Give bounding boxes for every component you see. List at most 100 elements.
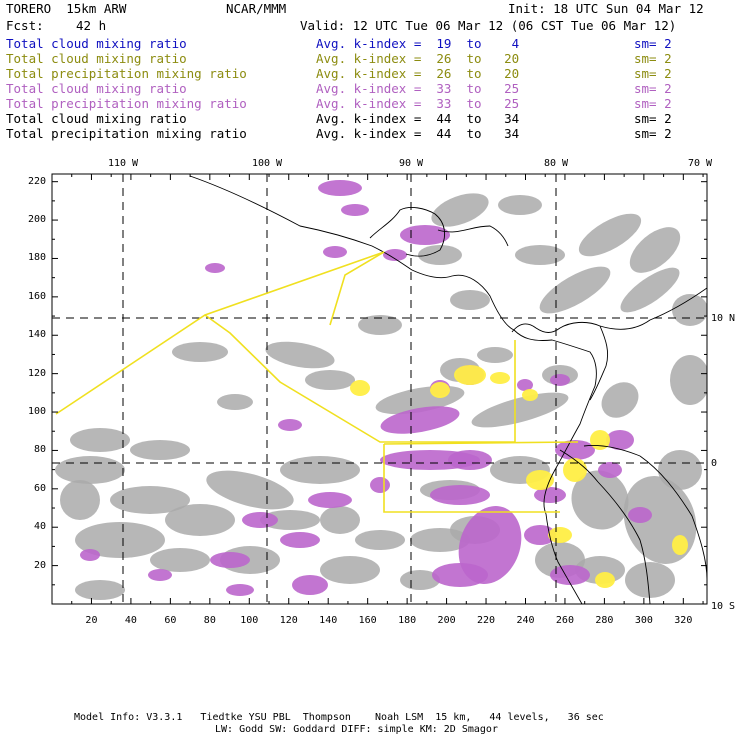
cloud-cell xyxy=(75,522,165,558)
model-info: Model Info: V3.3.1 Tiedtke YSU PBL Thomp… xyxy=(74,712,604,723)
cloud-cell xyxy=(55,456,125,484)
legend-row: Total precipitation mixing ratio Avg. k-i… xyxy=(6,96,736,111)
precip-cell xyxy=(148,569,172,581)
legend-field: Total cloud mixing ratio xyxy=(6,36,187,51)
lat-lon-grid xyxy=(52,174,707,604)
cloud-cell xyxy=(75,580,125,600)
cloud-cell xyxy=(471,392,569,428)
precip-cell xyxy=(517,379,533,391)
longitude-label: 110 W xyxy=(107,158,139,169)
precip-cell xyxy=(458,506,522,584)
longitude-label: 70 W xyxy=(687,158,713,169)
cloud-cell xyxy=(320,506,360,534)
x-tick-label: 120 xyxy=(279,615,298,626)
x-tick-label: 320 xyxy=(674,615,693,626)
legend-row: Total cloud mixing ratio Avg. k-index = 4… xyxy=(6,111,736,126)
legend-kindex: Avg. k-index = 33 to 25 xyxy=(316,81,520,96)
legend-sm: sm= 2 xyxy=(634,36,672,51)
legend-field: Total cloud mixing ratio xyxy=(6,51,187,66)
x-tick-label: 300 xyxy=(634,615,653,626)
cloud-cell xyxy=(477,347,513,363)
y-tick-label: 80 xyxy=(33,444,46,456)
cloud-cell xyxy=(515,245,565,265)
y-tick-label: 200 xyxy=(27,214,46,226)
coastline xyxy=(189,175,707,604)
precip-cell xyxy=(226,584,254,596)
cloud-cell xyxy=(431,193,489,227)
precip-cell xyxy=(400,225,450,245)
cloud-cell xyxy=(206,470,294,510)
cloud-cell xyxy=(629,227,681,273)
legend-sm: sm= 2 xyxy=(634,66,672,81)
precip-cell xyxy=(448,450,492,470)
yellow-cell xyxy=(672,535,688,555)
init-time: Init: 18 UTC Sun 04 Mar 12 xyxy=(508,1,704,16)
yellow-cell xyxy=(350,380,370,396)
cloud-cell xyxy=(150,548,210,572)
y-tick-label: 120 xyxy=(27,367,46,379)
cloud-cell xyxy=(320,556,380,584)
longitude-label: 90 W xyxy=(398,158,424,169)
map-frame xyxy=(51,173,708,605)
legend-sm: sm= 2 xyxy=(634,111,672,126)
precip-cell xyxy=(210,552,250,568)
x-tick-label: 160 xyxy=(358,615,377,626)
x-tick-label: 220 xyxy=(477,615,496,626)
legend-field: Total precipitation mixing ratio xyxy=(6,126,247,141)
legend-field: Total precipitation mixing ratio xyxy=(6,96,247,111)
legend-sm: sm= 2 xyxy=(634,126,672,141)
yellow-cell xyxy=(526,470,554,490)
cloud-cell xyxy=(539,266,611,314)
cloud-cell xyxy=(280,456,360,484)
precip-cell xyxy=(242,512,278,528)
cloud-cell xyxy=(355,530,405,550)
cloud-cell xyxy=(400,570,440,590)
cloud-cell xyxy=(217,394,253,410)
x-tick-label: 20 xyxy=(85,615,98,626)
legend-kindex: Avg. k-index = 19 to 4 xyxy=(316,36,520,51)
cloud-cell xyxy=(265,341,335,369)
yellow-cell xyxy=(563,458,587,482)
legend-kindex: Avg. k-index = 44 to 34 xyxy=(316,126,520,141)
y-tick-label: 140 xyxy=(27,329,46,341)
yellow-cell xyxy=(490,372,510,384)
y-tick-label: 40 xyxy=(33,521,46,533)
x-tick-label: 40 xyxy=(124,615,137,626)
cloud-cell xyxy=(70,428,130,452)
org-label: NCAR/MMM xyxy=(226,1,287,16)
x-tick-label: 100 xyxy=(240,615,259,626)
latitude-label: 10 N xyxy=(711,313,736,324)
yellow-cell xyxy=(595,572,615,588)
cloud-cell xyxy=(571,470,629,530)
precip-cell xyxy=(534,487,566,503)
cloud-cell xyxy=(358,315,402,335)
legend-kindex: Avg. k-index = 33 to 25 xyxy=(316,96,520,111)
legend-kindex: Avg. k-index = 26 to 20 xyxy=(316,51,520,66)
legend-row: Total precipitation mixing ratio Avg. k-i… xyxy=(6,66,736,81)
x-tick-label: 80 xyxy=(203,615,216,626)
y-tick-label: 20 xyxy=(33,559,46,571)
y-tick-label: 60 xyxy=(33,482,46,494)
precip-cell xyxy=(80,549,100,561)
yellow-cell xyxy=(430,382,450,398)
legend-row: Total cloud mixing ratio Avg. k-index = 2… xyxy=(6,51,736,66)
precip-cell xyxy=(318,180,362,196)
cloud-cell xyxy=(625,562,675,598)
yellow-cell xyxy=(548,527,572,543)
model-title: TORERO 15km ARW xyxy=(6,1,127,16)
x-tick-label: 180 xyxy=(398,615,417,626)
precip-cell xyxy=(550,374,570,386)
precip-cell xyxy=(280,532,320,548)
physics-info: LW: Godd SW: Goddard DIFF: simple KM: 2D… xyxy=(215,724,498,735)
fcst-label: Fcst: xyxy=(6,18,44,33)
longitude-label: 80 W xyxy=(543,158,569,169)
cloud-cell xyxy=(498,195,542,215)
x-tick-label: 140 xyxy=(319,615,338,626)
cloud-cell xyxy=(60,480,100,520)
precip-cell xyxy=(380,406,460,434)
x-tick-label: 60 xyxy=(164,615,177,626)
flight-tracks xyxy=(55,251,579,513)
precip-cell xyxy=(205,263,225,273)
precip-cell xyxy=(383,249,407,261)
